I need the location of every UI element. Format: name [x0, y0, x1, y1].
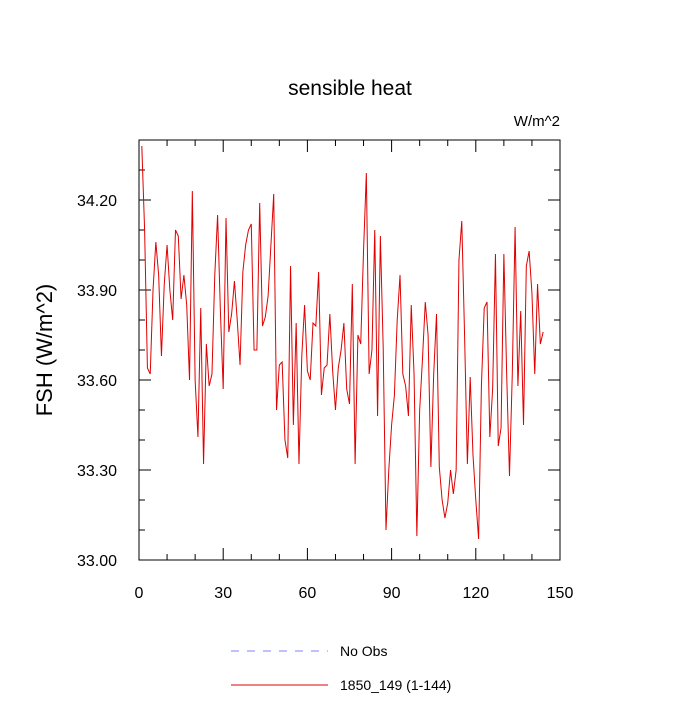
- y-tick-label: 33.30: [77, 463, 117, 480]
- series-line-1850-149: [142, 146, 543, 539]
- x-tick-label: 60: [299, 585, 317, 602]
- y-tick-label: 33.90: [77, 283, 117, 300]
- x-tick-label: 150: [547, 585, 574, 602]
- y-tick-label: 33.60: [77, 373, 117, 390]
- x-tick-label: 90: [383, 585, 401, 602]
- legend-label-1850-149: 1850_149 (1-144): [340, 677, 451, 693]
- y-tick-label: 34.20: [77, 193, 117, 210]
- x-tick-label: 0: [135, 585, 144, 602]
- chart-title: sensible heat: [288, 77, 412, 100]
- x-tick-label: 30: [214, 585, 232, 602]
- x-tick-labels: 0 30 60 90 120 150: [135, 585, 574, 602]
- legend-label-no-obs: No Obs: [340, 643, 387, 659]
- units-label: W/m^2: [514, 113, 560, 130]
- x-tick-label: 120: [462, 585, 489, 602]
- legend: No Obs 1850_149 (1-144): [231, 643, 451, 693]
- y-tick-labels: 33.00 33.30 33.60 33.90 34.20: [77, 193, 117, 570]
- y-axis-label: FSH (W/m^2): [32, 284, 57, 417]
- y-tick-label: 33.00: [77, 553, 117, 570]
- plot-area: [139, 140, 560, 560]
